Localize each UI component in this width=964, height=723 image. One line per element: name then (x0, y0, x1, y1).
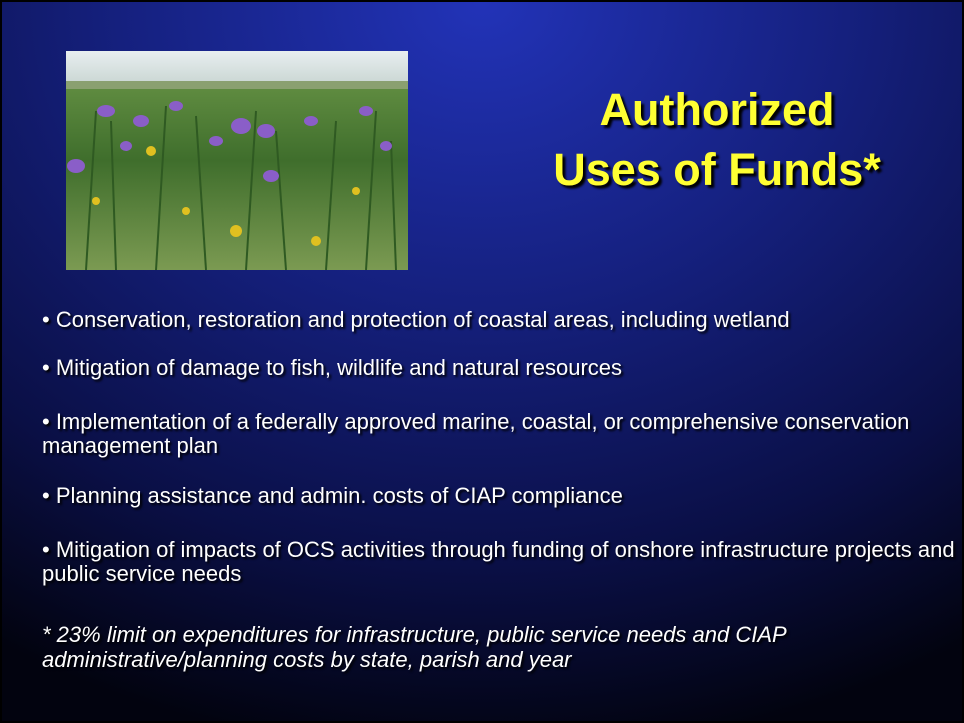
photo (66, 51, 408, 270)
bullet: • Implementation of a federally approved… (42, 410, 962, 458)
title-line: Authorized (492, 80, 942, 140)
title-line: Uses of Funds* (492, 140, 942, 200)
footnote: * 23% limit on expenditures for infrastr… (42, 622, 962, 672)
bullet: • Mitigation of impacts of OCS activitie… (42, 538, 962, 586)
bullet: • Mitigation of damage to fish, wildlife… (42, 356, 962, 380)
bullet: • Planning assistance and admin. costs o… (42, 484, 962, 508)
bullet: • Conservation, restoration and protecti… (42, 308, 962, 332)
slide: Authorized Uses of Funds* • Conservation… (0, 0, 964, 723)
slide-title: Authorized Uses of Funds* (492, 80, 942, 200)
